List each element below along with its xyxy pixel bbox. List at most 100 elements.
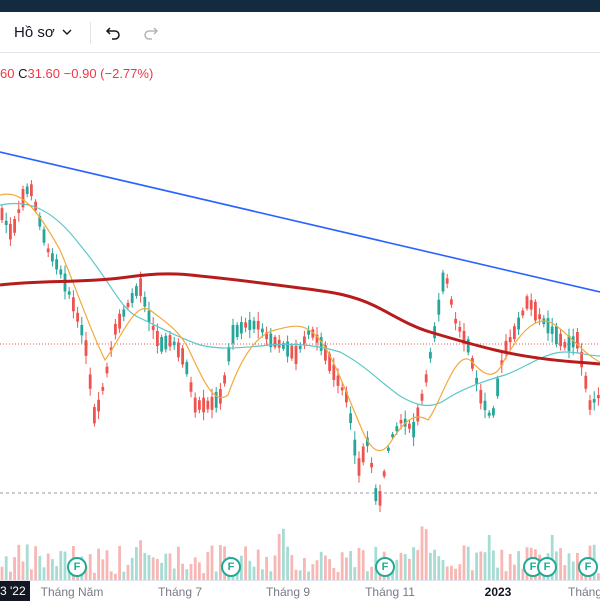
volume-bar <box>122 571 126 580</box>
financial-event-marker[interactable]: F <box>578 557 598 577</box>
volume-bar <box>353 567 357 580</box>
volume-bar <box>504 571 508 580</box>
ma-fast-line <box>0 193 600 452</box>
candle-body <box>546 318 550 334</box>
candle-body <box>30 184 33 197</box>
candle-body <box>156 330 159 347</box>
volume-bar <box>252 566 256 580</box>
candle-body <box>399 419 403 424</box>
candle-body <box>370 462 373 468</box>
volume-bar <box>395 559 399 580</box>
volume-bar <box>416 550 420 580</box>
volume-bar <box>88 554 92 580</box>
financial-event-marker[interactable]: F <box>221 557 241 577</box>
candle-body <box>303 336 306 344</box>
financial-event-marker[interactable]: F <box>537 557 557 577</box>
profile-label: Hồ sơ <box>14 23 55 41</box>
time-axis-tick: Tháng Năm <box>40 585 104 599</box>
volume-bar <box>412 547 415 580</box>
candle-body <box>105 366 109 374</box>
candle-body <box>17 209 21 214</box>
candle-body <box>328 354 331 371</box>
candle-body <box>576 332 579 349</box>
volume-bar <box>366 571 369 580</box>
volume-bar <box>479 551 483 580</box>
undo-icon[interactable] <box>100 20 126 46</box>
price-chart[interactable] <box>0 55 600 580</box>
candle-body <box>517 317 520 330</box>
candle-body <box>408 423 411 429</box>
volume-bar <box>193 557 197 580</box>
candle-body <box>454 318 457 324</box>
volume-bar <box>391 567 394 580</box>
volume-bar <box>408 558 411 580</box>
candle-body <box>269 333 273 348</box>
candle-body <box>210 396 214 410</box>
volume-bar <box>0 566 4 580</box>
candle-body <box>462 330 466 344</box>
time-axis-tick: Tháng 7 <box>157 585 203 599</box>
candle-body <box>235 324 239 338</box>
candle-body <box>550 326 554 334</box>
candle-body <box>286 341 289 357</box>
volume-bar <box>487 534 491 580</box>
volume-bar <box>101 559 105 580</box>
candle-body <box>177 342 180 358</box>
resistance-trendline[interactable] <box>0 151 600 293</box>
profile-menu-button[interactable]: Hồ sơ <box>8 18 79 46</box>
chart-toolbar: Hồ sơ <box>0 12 600 53</box>
legend-close-value: 31.60 <box>27 66 61 81</box>
candle-body <box>592 399 596 403</box>
volume-bar <box>135 547 138 580</box>
candle-body <box>151 325 155 331</box>
financial-event-marker[interactable]: F <box>375 557 395 577</box>
candle-body <box>357 458 361 476</box>
candle-body <box>500 360 504 366</box>
chevron-down-icon <box>62 29 72 35</box>
candle-body <box>122 309 126 317</box>
candle-body <box>563 342 567 348</box>
candle-body <box>492 408 495 416</box>
redo-icon[interactable] <box>138 20 164 46</box>
volume-bar <box>219 545 222 580</box>
candle-body <box>412 421 415 438</box>
volume-bar <box>105 550 109 580</box>
volume-bar <box>294 569 298 580</box>
candle-body <box>282 343 285 349</box>
volume-bar <box>576 552 579 580</box>
volume-bar <box>307 571 310 580</box>
volume-bar <box>508 553 512 580</box>
candle-body <box>471 357 474 369</box>
candle-body <box>240 322 243 334</box>
volume-bar <box>143 552 147 580</box>
candle-body <box>130 292 134 304</box>
candle-body <box>55 259 58 270</box>
candle-body <box>324 345 327 361</box>
financial-event-marker[interactable]: F <box>67 557 87 577</box>
volume-bar <box>198 562 201 580</box>
candle-body <box>101 386 105 391</box>
volume-bar <box>265 556 268 580</box>
candle-body <box>4 220 8 226</box>
legend-change: −0.90 (−2.77%) <box>63 66 154 81</box>
candle-body <box>504 340 508 353</box>
candle-body <box>265 332 268 340</box>
candle-body <box>0 208 4 221</box>
volume-bar <box>483 552 487 580</box>
volume-bar <box>21 561 25 580</box>
volume-bar <box>429 552 432 580</box>
candle-body <box>571 336 575 348</box>
candle-body <box>580 351 583 368</box>
volume-bar <box>261 569 264 580</box>
candle-body <box>332 364 336 380</box>
candle-body <box>555 326 558 345</box>
volume-bar <box>202 573 205 580</box>
candle-body <box>487 412 491 416</box>
volume-bar <box>93 572 96 580</box>
candle-body <box>147 310 151 323</box>
volume-bar <box>424 529 428 580</box>
volume-bar <box>273 555 277 580</box>
volume-bar <box>319 551 323 580</box>
candle-body <box>315 334 319 343</box>
volume-bar <box>118 546 121 580</box>
